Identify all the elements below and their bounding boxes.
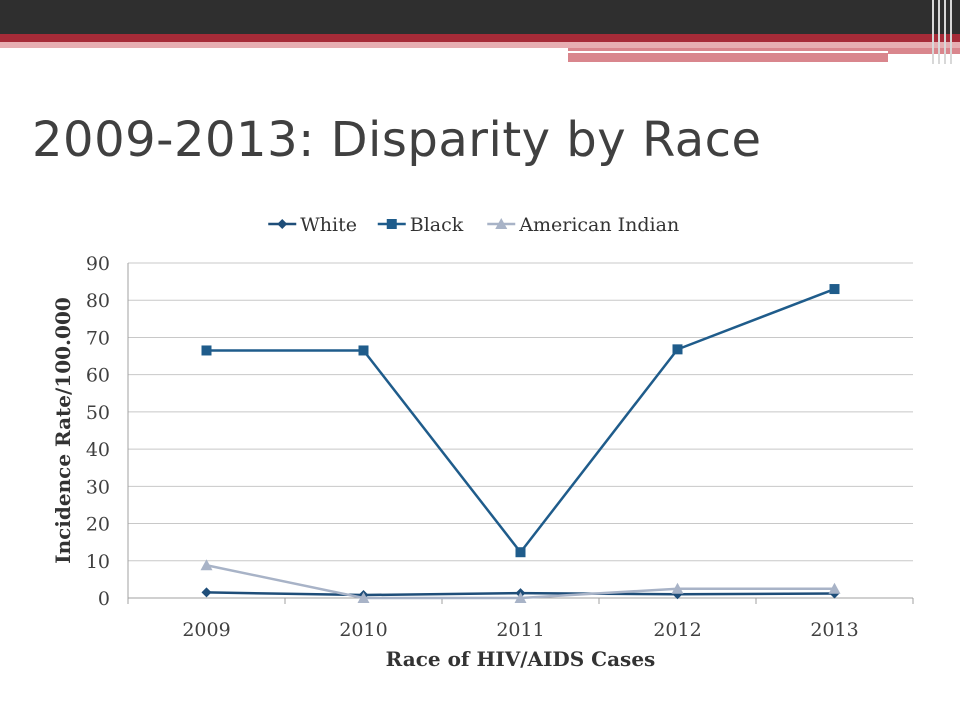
legend-marker-white (277, 219, 288, 229)
data-point-american-indian (200, 559, 213, 571)
data-point-black (358, 345, 369, 356)
y-tick-label: 10 (86, 551, 110, 573)
y-tick-label: 20 (86, 514, 110, 536)
data-point-black (515, 547, 526, 558)
y-tick-label: 60 (86, 365, 110, 387)
series-line-black (206, 287, 835, 555)
x-tick-label: 2011 (496, 619, 544, 641)
slide-title: 2009-2013: Disparity by Race (32, 112, 762, 168)
y-axis-label: Incidence Rate/100.000 (51, 297, 75, 564)
data-point-black (201, 345, 212, 356)
x-axis-label: Race of HIV/AIDS Cases (386, 647, 656, 671)
line-chart: 0 10 20 30 40 50 60 70 80 90 2009 2010 2011 2012 2013 R… (51, 214, 914, 671)
legend-label-black: Black (410, 214, 464, 236)
x-tick-label: 2013 (810, 619, 858, 641)
legend-marker-american-indian (495, 218, 508, 229)
y-tick-label: 30 (86, 476, 110, 498)
header-pink-accent-lower (568, 54, 888, 62)
y-tick-label: 40 (86, 439, 110, 461)
data-point-black (829, 284, 840, 295)
y-tick-label: 90 (86, 253, 110, 275)
y-tick-label: 80 (86, 290, 110, 312)
x-tick-label: 2010 (339, 619, 387, 641)
data-point-american-indian (671, 582, 684, 594)
y-tick-label: 70 (86, 327, 110, 349)
data-point-american-indian (357, 592, 370, 603)
y-tick-label: 50 (86, 402, 110, 424)
data-point-american-indian (828, 582, 841, 594)
header-red-band (0, 34, 960, 42)
x-tick-label: 2009 (182, 619, 230, 641)
legend-label-american-indian: American Indian (518, 214, 679, 236)
legend-label-white: White (300, 214, 357, 236)
x-tick-label: 2012 (653, 619, 701, 641)
data-point-black (672, 344, 683, 355)
data-point-american-indian (514, 592, 527, 603)
header-pink-band (0, 42, 960, 48)
y-tick-label: 0 (98, 588, 110, 610)
header-edge-stripes (930, 0, 960, 64)
header-white-line (568, 51, 888, 53)
data-point-white (201, 587, 212, 598)
legend-marker-black (386, 219, 397, 229)
header-dark-band (0, 0, 960, 34)
